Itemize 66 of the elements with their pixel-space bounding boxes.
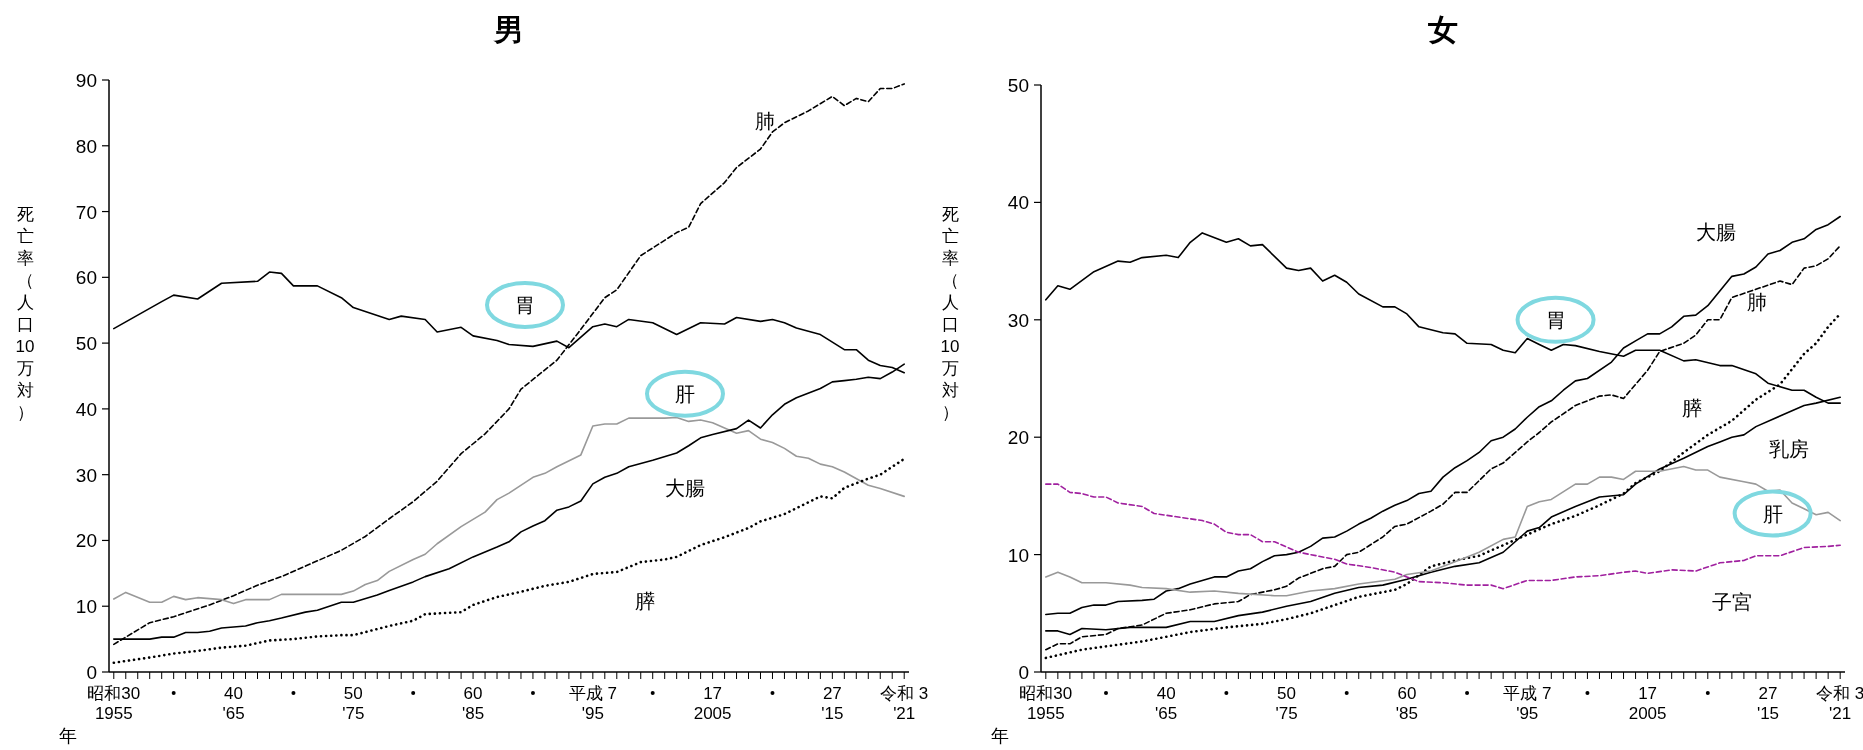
y-tick-label: 60 bbox=[75, 267, 97, 289]
x-axis-title: 年 bbox=[59, 726, 77, 746]
text: 40 bbox=[224, 684, 244, 703]
series-label: 肺 bbox=[1746, 291, 1767, 314]
y-tick-label: 40 bbox=[1007, 192, 1029, 214]
text: 27 bbox=[1758, 684, 1778, 703]
x-tick-label: 1955 bbox=[1026, 704, 1065, 723]
y-tick-label: 0 bbox=[86, 662, 97, 683]
y-tick-label: 30 bbox=[1007, 309, 1029, 331]
series-label: 膵 bbox=[635, 589, 655, 612]
x-tick-label: 2005 bbox=[1628, 704, 1667, 723]
y-tick-label: 20 bbox=[75, 530, 97, 552]
y-tick-label: 70 bbox=[75, 201, 97, 223]
text: 死亡率（人口10万対） bbox=[940, 205, 960, 422]
chart-title: 女 bbox=[1427, 13, 1458, 46]
y-tick-label: 30 bbox=[75, 464, 97, 486]
x-tick-label: '95 bbox=[581, 704, 604, 723]
series-label: 乳房 bbox=[1768, 437, 1809, 460]
series-label: 胃 bbox=[515, 293, 535, 316]
x-axis-title: 年 bbox=[991, 726, 1009, 746]
x-tick-label: '65 bbox=[222, 704, 245, 723]
y-tick-label: 10 bbox=[1007, 544, 1029, 566]
text: 17 bbox=[1638, 684, 1658, 703]
text: 50 bbox=[1277, 684, 1296, 703]
text: 平成 7 bbox=[568, 684, 617, 703]
text: 17 bbox=[703, 684, 723, 703]
chart-title: 男 bbox=[493, 13, 524, 46]
x-tick-label: '75 bbox=[342, 704, 365, 723]
y-tick-label: 50 bbox=[75, 333, 97, 355]
x-tick-label: '95 bbox=[1516, 704, 1539, 723]
series-label: 胃 bbox=[1545, 308, 1566, 331]
text: 死亡率（人口10万対） bbox=[15, 205, 35, 422]
x-tick-label: '75 bbox=[1275, 704, 1298, 723]
x-tick-label: '21 bbox=[1829, 704, 1852, 723]
y-tick-label: 40 bbox=[75, 398, 97, 420]
series-label: 大腸 bbox=[665, 477, 705, 500]
x-tick-label: '85 bbox=[1395, 704, 1418, 723]
text: 昭和30 bbox=[1019, 684, 1073, 703]
x-tick-label: '15 bbox=[821, 704, 844, 723]
series-label: 肝 bbox=[675, 382, 695, 405]
text: 40 bbox=[1156, 684, 1176, 703]
y-tick-label: 90 bbox=[75, 70, 97, 91]
x-tick-label: '21 bbox=[893, 704, 916, 723]
x-tick-label: 2005 bbox=[693, 704, 732, 723]
text: 平成 7 bbox=[1503, 684, 1552, 703]
y-tick-label: 50 bbox=[1007, 75, 1029, 96]
text: 令和 3 bbox=[1816, 684, 1863, 703]
y-tick-label: 80 bbox=[75, 135, 97, 157]
text: 60 bbox=[463, 684, 483, 703]
x-tick-label: '65 bbox=[1155, 704, 1178, 723]
text: 昭和30 bbox=[87, 684, 141, 703]
series-label: 膵 bbox=[1682, 396, 1703, 419]
series-label: 子宮 bbox=[1712, 590, 1753, 613]
x-tick-label: 1955 bbox=[94, 704, 133, 723]
y-tick-label: 0 bbox=[1018, 662, 1029, 683]
series-label: 大腸 bbox=[1696, 220, 1737, 243]
text: 27 bbox=[822, 684, 842, 703]
y-tick-label: 10 bbox=[75, 596, 97, 618]
text: 60 bbox=[1397, 684, 1417, 703]
x-tick-label: '85 bbox=[461, 704, 485, 723]
x-tick-label: '15 bbox=[1756, 704, 1780, 723]
series-label: 肝 bbox=[1762, 502, 1783, 525]
y-tick-label: 20 bbox=[1007, 427, 1029, 449]
text: 令和 3 bbox=[880, 684, 929, 703]
series-label: 肺 bbox=[755, 110, 775, 133]
text: 50 bbox=[343, 684, 363, 703]
